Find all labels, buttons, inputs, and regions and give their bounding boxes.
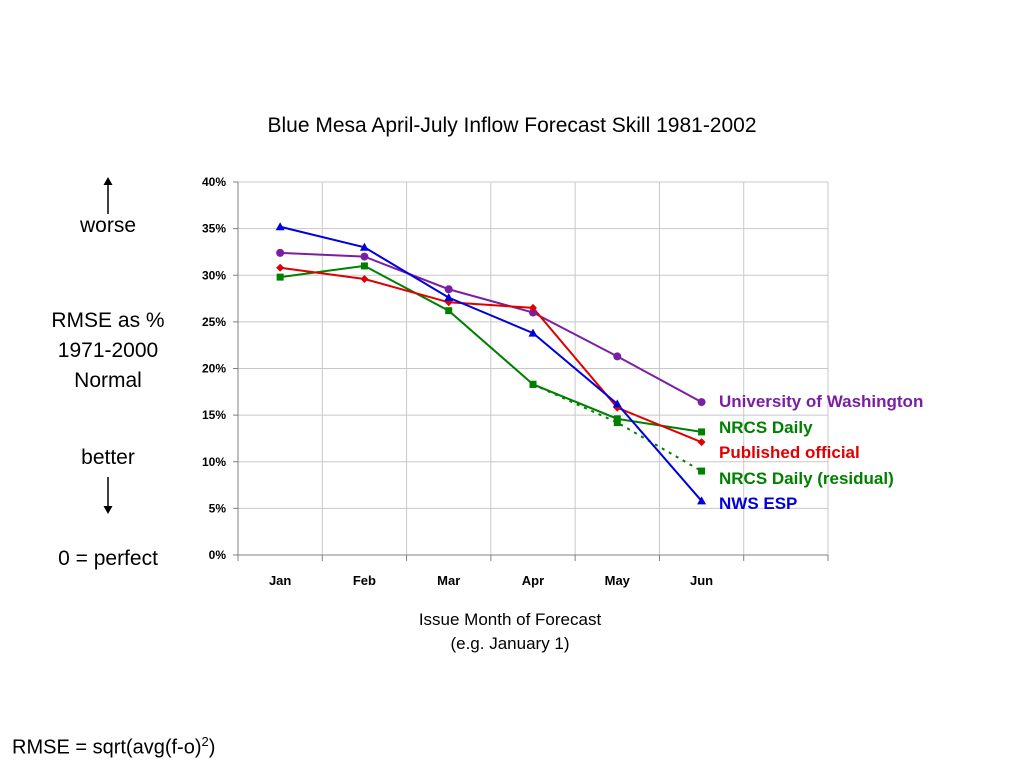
data-point (613, 352, 622, 361)
data-point (360, 262, 368, 270)
data-point (612, 399, 622, 408)
legend-entry: Published official (719, 443, 860, 462)
data-point (360, 252, 369, 261)
y-tick-label: 35% (202, 222, 226, 236)
y-tick-label: 40% (202, 175, 226, 189)
data-point (445, 307, 453, 315)
series-line (280, 251, 703, 403)
left-panel: worse RMSE as % 1971-2000 Normal better … (20, 170, 196, 590)
rmse-label-line1: RMSE as % (51, 309, 165, 332)
x-tick-label: Feb (353, 573, 376, 588)
x-tick-label: May (605, 573, 631, 588)
data-point (697, 496, 707, 505)
up-arrow-icon (103, 177, 113, 214)
series-line (279, 225, 703, 502)
x-tick-label: Mar (437, 573, 460, 588)
y-tick-label: 20% (202, 362, 226, 376)
y-tick-label: 30% (202, 268, 226, 282)
chart-title: Blue Mesa April-July Inflow Forecast Ski… (267, 114, 757, 137)
legend-entry: NWS ESP (719, 494, 798, 513)
data-point (529, 380, 537, 388)
y-tick-label: 25% (202, 315, 226, 329)
data-point (359, 242, 369, 251)
legend-entry: NRCS Daily (residual) (719, 468, 894, 488)
data-point (613, 419, 621, 427)
better-label: better (81, 446, 135, 469)
data-point (276, 263, 285, 272)
formula-superscript: 2 (201, 734, 209, 749)
x-axis-label: Issue Month of Forecast (e.g. January 1) (360, 608, 660, 656)
data-point (276, 248, 285, 257)
formula-text: RMSE = sqrt(avg(f-o) (12, 736, 202, 759)
data-point (444, 293, 454, 302)
x-tick-label: Jan (269, 573, 291, 588)
data-point (698, 428, 706, 436)
y-tick-label: 0% (209, 548, 227, 562)
data-point (698, 467, 706, 475)
legend-entry: NRCS Daily (719, 417, 813, 437)
x-axis-label-main: Issue Month of Forecast (418, 610, 602, 629)
data-point (697, 398, 706, 407)
x-tick-label: Apr (522, 573, 544, 588)
x-axis-label-sub: (e.g. January 1) (450, 634, 570, 653)
data-point (528, 328, 538, 337)
x-tick-label: Jun (690, 573, 713, 588)
legend: University of Washington NRCS Daily Publis… (719, 389, 923, 517)
y-tick-label: 5% (209, 501, 227, 515)
y-tick-label: 15% (202, 408, 226, 422)
data-point (613, 415, 621, 423)
series-line (280, 266, 702, 444)
legend-entry: University of Washington (719, 392, 924, 411)
data-point (529, 308, 537, 317)
y-tick-label: 10% (202, 455, 226, 469)
rmse-label-line2: 1971-2000 (57, 339, 159, 362)
data-point (276, 273, 284, 281)
perfect-label: 0 = perfect (58, 547, 158, 570)
data-point (275, 222, 285, 231)
worse-label: worse (79, 214, 137, 237)
formula-close: ) (208, 736, 216, 759)
down-arrow-icon (103, 477, 113, 514)
data-point (360, 274, 369, 283)
data-point (444, 285, 453, 294)
data-point (529, 303, 537, 312)
rmse-label-line3: Normal (74, 369, 142, 392)
data-point (697, 438, 706, 447)
rmse-formula: RMSE = sqrt(avg(f-o)2) (12, 734, 215, 760)
